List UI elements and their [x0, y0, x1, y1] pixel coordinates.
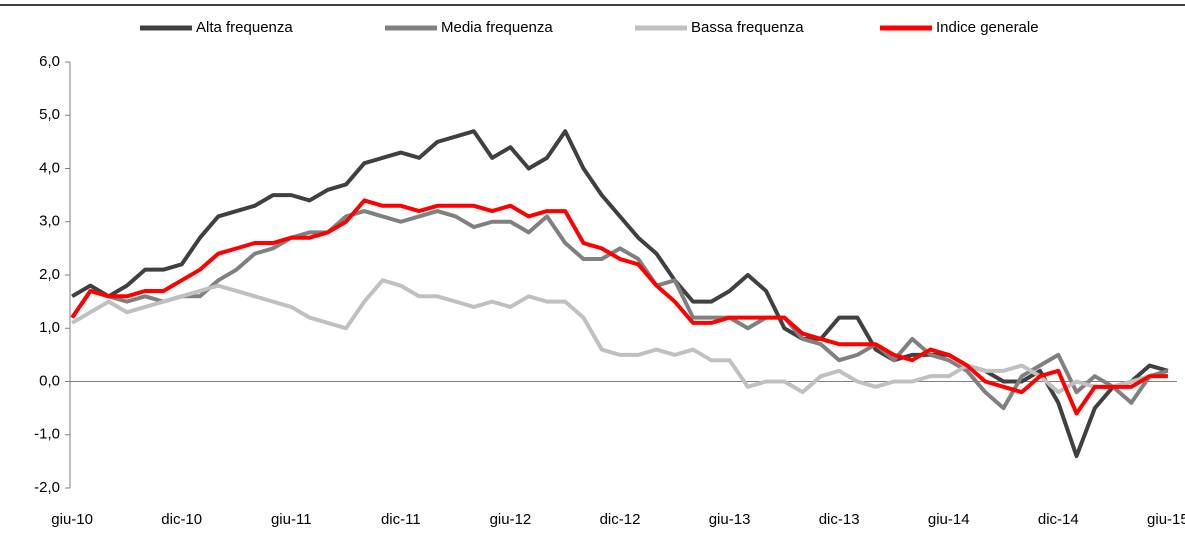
y-tick-label: 6,0 [39, 53, 60, 70]
y-tick-label: -1,0 [34, 426, 60, 443]
x-tick-label: dic-12 [600, 511, 641, 528]
y-tick-label: 1,0 [39, 319, 60, 336]
x-tick-label: giu-12 [490, 511, 532, 528]
legend-label: Bassa frequenza [691, 19, 804, 36]
y-tick-label: 3,0 [39, 213, 60, 230]
x-tick-label: dic-11 [381, 511, 421, 528]
y-tick-label: 0,0 [39, 372, 60, 389]
x-tick-label: giu-15 [1147, 511, 1185, 528]
x-tick-label: dic-13 [819, 511, 860, 528]
x-tick-label: giu-14 [928, 511, 970, 528]
legend-label: Media frequenza [441, 19, 553, 36]
legend-label: Indice generale [936, 19, 1039, 36]
series-line [70, 198, 1168, 416]
legend-label: Alta frequenza [196, 19, 293, 36]
x-tick-label: giu-13 [709, 511, 751, 528]
y-tick-label: -2,0 [34, 479, 60, 496]
y-tick-label: 2,0 [39, 266, 60, 283]
x-tick-label: dic-14 [1038, 511, 1079, 528]
y-tick-label: 4,0 [39, 159, 60, 176]
series-line [71, 278, 1168, 395]
y-tick-label: 5,0 [39, 106, 60, 123]
series-line [70, 209, 1169, 411]
x-tick-label: dic-10 [161, 511, 202, 528]
x-tick-label: giu-10 [51, 511, 93, 528]
x-tick-label: giu-11 [271, 511, 312, 528]
